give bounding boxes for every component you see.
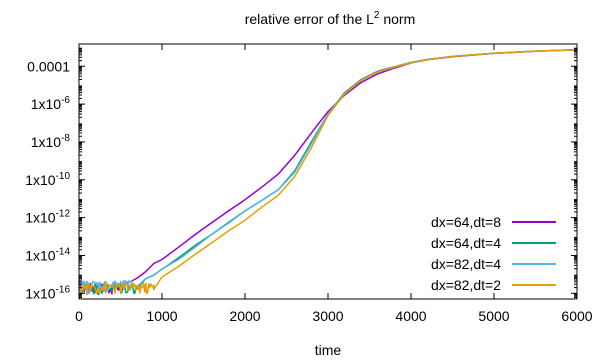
x-tick-label: 6000 xyxy=(561,308,592,324)
y-tick-label: 1x10-14 xyxy=(25,246,70,263)
y-tick-label: 0.0001 xyxy=(27,58,70,74)
legend-label: dx=82,dt=4 xyxy=(431,256,501,272)
chart-title-superscript: 2 xyxy=(374,10,380,21)
y-tick-label: 1x10-12 xyxy=(25,209,70,226)
x-tick-label: 3000 xyxy=(312,308,343,324)
series-line-4 xyxy=(78,49,578,296)
legend-label: dx=64,dt=8 xyxy=(431,214,501,230)
y-tick-label: 1x10-6 xyxy=(31,95,71,112)
x-axis-label: time xyxy=(315,342,342,358)
x-tick-label: 0 xyxy=(75,308,83,324)
x-tick-label: 1000 xyxy=(146,308,177,324)
legend-label: dx=64,dt=4 xyxy=(431,235,501,251)
plot-frame xyxy=(78,43,578,300)
x-tick-label: 2000 xyxy=(229,308,260,324)
legend: dx=64,dt=8 dx=64,dt=4 dx=82,dt=4 dx=82,dt=2 xyxy=(431,214,556,293)
x-tick-label: 5000 xyxy=(478,308,509,324)
series-line-3 xyxy=(78,49,578,294)
plot-area xyxy=(78,49,578,296)
chart-title: relative error of the L2 norm xyxy=(245,10,416,27)
series-line-2 xyxy=(78,49,578,296)
y-tick-label: 1x10-8 xyxy=(31,133,71,150)
chart-title-suffix: norm xyxy=(379,11,415,27)
y-axis-ticks: 1x10-16 1x10-14 1x10-12 1x10-10 1x10-8 1x10-6… xyxy=(25,47,577,301)
series-line-1 xyxy=(78,49,578,295)
x-axis-ticks: 0 1000 2000 3000 4000 5000 6000 xyxy=(75,44,593,324)
y-tick-label: 1x10-10 xyxy=(25,171,70,188)
y-tick-label: 1x10-16 xyxy=(25,284,70,301)
legend-label: dx=82,dt=2 xyxy=(431,277,501,293)
x-tick-label: 4000 xyxy=(395,308,426,324)
